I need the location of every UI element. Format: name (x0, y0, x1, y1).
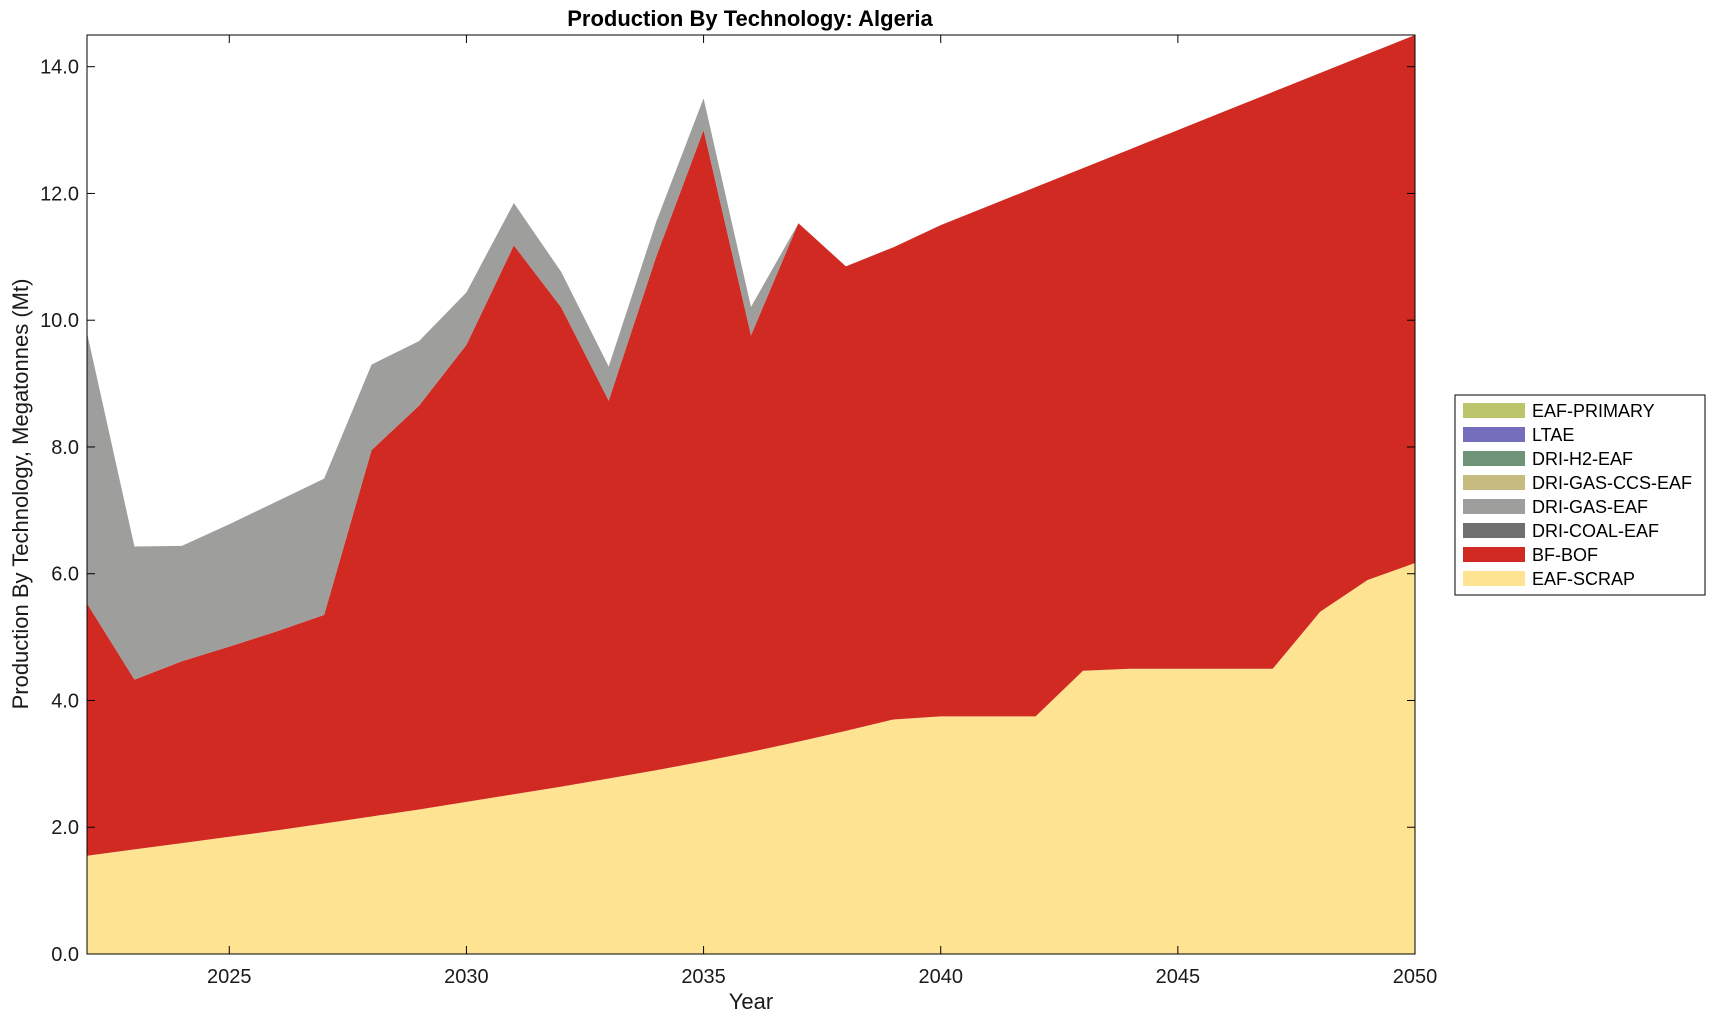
legend-label-dri-gas-ccs-eaf: DRI-GAS-CCS-EAF (1532, 473, 1692, 493)
x-axis-ticks: 2025 2030 2035 2040 2045 2050 (207, 35, 1437, 988)
x-tick-label: 2040 (918, 966, 963, 988)
y-tick-label: 6.0 (51, 564, 79, 586)
legend-swatch-eaf-primary (1463, 403, 1525, 418)
y-tick-label: 4.0 (51, 690, 79, 712)
legend: EAF-PRIMARY LTAE DRI-H2-EAF DRI-GAS-CCS-EAF… (1454, 394, 1706, 596)
y-tick-label: 0.0 (51, 944, 79, 966)
x-tick-label: 2025 (207, 966, 252, 988)
x-tick-label: 2035 (681, 966, 726, 988)
x-tick-label: 2050 (1393, 966, 1438, 988)
x-axis-label: Year (729, 989, 773, 1014)
y-tick-label: 12.0 (40, 183, 79, 205)
y-tick-label: 10.0 (40, 310, 79, 332)
y-tick-label: 8.0 (51, 437, 79, 459)
y-tick-label: 2.0 (51, 817, 79, 839)
y-axis-ticks: 0.0 2.0 4.0 6.0 8.0 10.0 12.0 14.0 (40, 57, 1415, 966)
y-axis-label: Production By Technology, Megatonnes (Mt… (8, 279, 33, 710)
legend-label-dri-gas-eaf: DRI-GAS-EAF (1532, 497, 1648, 517)
legend-label-eaf-primary: EAF-PRIMARY (1532, 401, 1655, 421)
area-dri-gas-eaf (87, 35, 1415, 680)
area-layers (87, 35, 1415, 954)
x-tick-label: 2045 (1156, 966, 1201, 988)
legend-label-bf-bof: BF-BOF (1532, 545, 1598, 565)
area-eaf-scrap (87, 562, 1415, 954)
chart-title: Production By Technology: Algeria (567, 6, 933, 31)
legend-swatch-dri-gas-eaf (1463, 499, 1525, 514)
legend-label-dri-h2-eaf: DRI-H2-EAF (1532, 449, 1633, 469)
area-bf-bof (87, 35, 1415, 856)
legend-swatch-eaf-scrap (1463, 571, 1525, 586)
legend-label-eaf-scrap: EAF-SCRAP (1532, 569, 1635, 589)
legend-label-ltae: LTAE (1532, 425, 1574, 445)
legend-swatch-ltae (1463, 427, 1525, 442)
x-tick-label: 2030 (444, 966, 489, 988)
legend-swatch-bf-bof (1463, 547, 1525, 562)
y-tick-label: 14.0 (40, 57, 79, 79)
legend-swatch-dri-gas-ccs-eaf (1463, 475, 1525, 490)
legend-swatch-dri-coal-eaf (1463, 523, 1525, 538)
legend-box (1454, 394, 1706, 596)
legend-swatch-dri-h2-eaf (1463, 451, 1525, 466)
legend-label-dri-coal-eaf: DRI-COAL-EAF (1532, 521, 1659, 541)
plot-frame (86, 34, 1416, 955)
